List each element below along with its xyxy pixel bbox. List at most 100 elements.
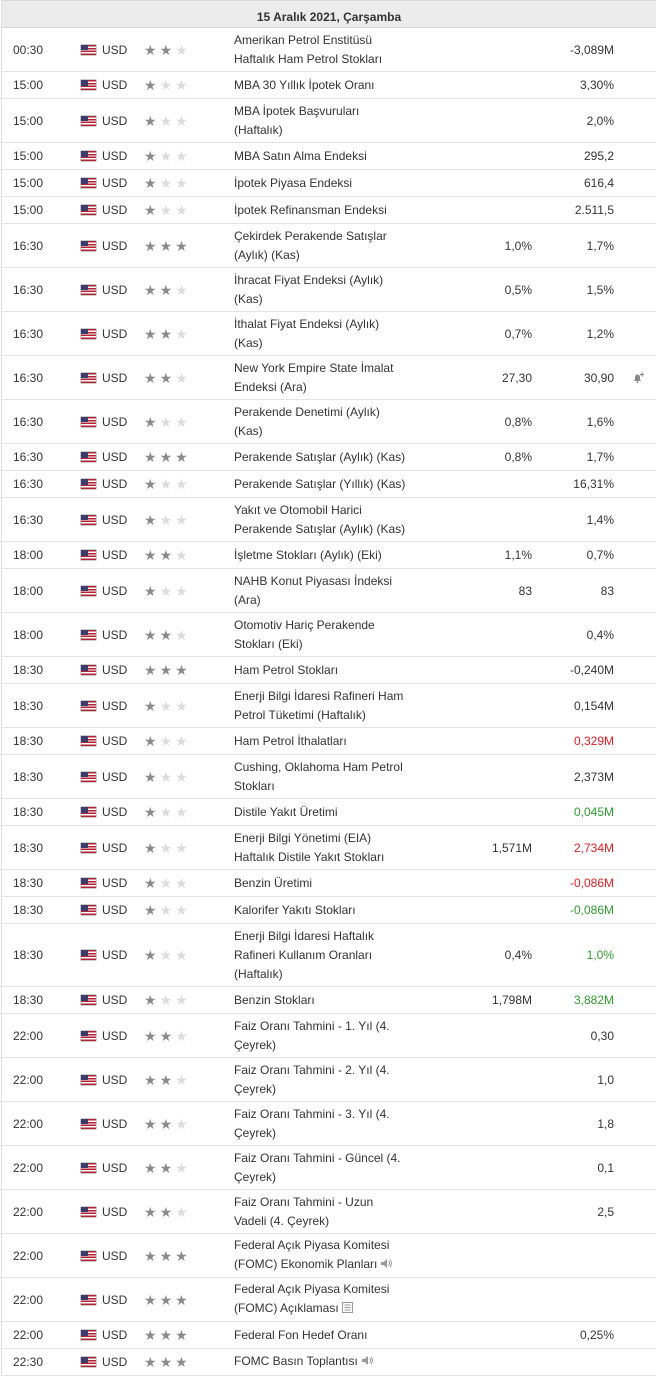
event-name[interactable]: Benzin Stokları: [234, 991, 414, 1010]
event-row[interactable]: 18:30 USD ★★★ Enerji Bilgi İdaresi Haftalık…: [2, 924, 656, 987]
event-name[interactable]: Perakende Denetimi (Aylık) (Kas): [234, 403, 414, 441]
event-name[interactable]: Benzin Üretimi: [234, 874, 414, 893]
event-name[interactable]: Faiz Oranı Tahmini - Uzun Vadeli (4. Çeyr…: [234, 1193, 414, 1231]
event-row[interactable]: 18:30 USD ★★★ Kalorifer Yakıtı Stokları -0,0…: [2, 897, 656, 924]
event-row[interactable]: 16:30 USD ★★★ İthalat Fiyat Endeksi (Aylık)…: [2, 312, 656, 356]
star-empty-icon: ★: [175, 582, 191, 599]
forecast-value: 0,4%: [504, 948, 532, 962]
event-time: 16:30: [13, 238, 44, 253]
actual-value: 1,0%: [586, 948, 614, 962]
importance-stars: ★★★: [144, 547, 191, 563]
currency-code: USD: [102, 663, 128, 677]
speaker-icon[interactable]: [380, 1256, 393, 1275]
event-row[interactable]: 16:30 USD ★★★ Perakende Satışlar (Yıllık) (…: [2, 471, 656, 498]
event-row[interactable]: 16:30 USD ★★★ Çekirdek Perakende Satışlar (A…: [2, 224, 656, 268]
event-name[interactable]: Çekirdek Perakende Satışlar (Aylık) (Kas): [234, 227, 414, 265]
event-name[interactable]: Enerji Bilgi Yönetimi (EIA) Haftalık Dist…: [234, 829, 414, 867]
star-filled-icon: ★: [144, 1247, 160, 1264]
add-alert-bell-icon[interactable]: [631, 371, 645, 385]
event-name[interactable]: Faiz Oranı Tahmini - Güncel (4. Çeyrek): [234, 1149, 414, 1187]
event-name[interactable]: Otomotiv Hariç Perakende Stokları (Eki): [234, 616, 414, 654]
event-row[interactable]: 18:30 USD ★★★ Benzin Üretimi -0,086M: [2, 870, 656, 897]
event-row[interactable]: 18:00 USD ★★★ İşletme Stokları (Aylık) (Eki…: [2, 542, 656, 569]
event-row[interactable]: 22:00 USD ★★★ Federal Açık Piyasa Komitesi(…: [2, 1234, 656, 1278]
event-name-line: (FOMC) Ekonomik Planları: [234, 1255, 414, 1274]
event-name[interactable]: Kalorifer Yakıtı Stokları: [234, 901, 414, 920]
us-flag-icon: [81, 1162, 96, 1173]
event-row[interactable]: 15:00 USD ★★★ MBA Satın Alma Endeksi 295,2: [2, 143, 656, 170]
event-name[interactable]: Enerji Bilgi İdaresi Rafineri Ham Petrol …: [234, 687, 414, 725]
event-row[interactable]: 16:30 USD ★★★ Yakıt ve Otomobil Harici Perak…: [2, 498, 656, 542]
star-empty-icon: ★: [159, 582, 176, 599]
event-row[interactable]: 22:30 USD ★★★ FOMC Basın Toplantısı: [2, 1349, 656, 1376]
event-name[interactable]: İthalat Fiyat Endeksi (Aylık) (Kas): [234, 315, 414, 353]
event-name[interactable]: İpotek Piyasa Endeksi: [234, 174, 414, 193]
event-name[interactable]: Faiz Oranı Tahmini - 1. Yıl (4. Çeyrek): [234, 1017, 414, 1055]
event-name[interactable]: FOMC Basın Toplantısı: [234, 1352, 414, 1371]
star-filled-icon: ★: [159, 325, 176, 342]
event-row[interactable]: 22:00 USD ★★★ Faiz Oranı Tahmini - 1. Yıl (…: [2, 1014, 656, 1058]
event-row[interactable]: 16:30 USD ★★★ Perakende Satışlar (Aylık) (K…: [2, 444, 656, 471]
currency-code: USD: [102, 548, 128, 562]
event-row[interactable]: 15:00 USD ★★★ MBA 30 Yıllık İpotek Oranı 3,3…: [2, 72, 656, 99]
event-row[interactable]: 16:30 USD ★★★ Perakende Denetimi (Aylık) (Ka…: [2, 400, 656, 444]
event-row[interactable]: 18:30 USD ★★★ Ham Petrol Stokları -0,240M: [2, 657, 656, 684]
event-row[interactable]: 18:30 USD ★★★ Cushing, Oklahoma Ham Petrol S…: [2, 755, 656, 799]
event-name[interactable]: Cushing, Oklahoma Ham Petrol Stokları: [234, 758, 414, 796]
event-name[interactable]: Amerikan Petrol Enstitüsü Haftalık Ham Pe…: [234, 31, 414, 69]
event-name[interactable]: MBA Satın Alma Endeksi: [234, 147, 414, 166]
event-row[interactable]: 18:30 USD ★★★ Distile Yakıt Üretimi 0,045M: [2, 799, 656, 826]
event-name[interactable]: Enerji Bilgi İdaresi Haftalık Rafineri Ku…: [234, 927, 414, 984]
event-name[interactable]: Ham Petrol Stokları: [234, 661, 414, 680]
event-row[interactable]: 15:00 USD ★★★ MBA İpotek Başvuruları (Haftal…: [2, 99, 656, 143]
document-icon[interactable]: [341, 1300, 353, 1319]
event-time: 22:00: [13, 1028, 44, 1043]
event-name[interactable]: MBA İpotek Başvuruları (Haftalık): [234, 102, 414, 140]
event-name[interactable]: Federal Fon Hedef Oranı: [234, 1326, 414, 1345]
event-row[interactable]: 22:00 USD ★★★ Faiz Oranı Tahmini - Güncel (…: [2, 1146, 656, 1190]
event-name[interactable]: Perakende Satışlar (Yıllık) (Kas): [234, 475, 414, 494]
event-row[interactable]: 22:00 USD ★★★ Federal Açık Piyasa Komitesi(…: [2, 1278, 656, 1322]
event-name[interactable]: MBA 30 Yıllık İpotek Oranı: [234, 76, 414, 95]
speaker-icon[interactable]: [361, 1353, 373, 1372]
currency-code: USD: [102, 370, 128, 385]
event-name[interactable]: Faiz Oranı Tahmini - 3. Yıl (4. Çeyrek): [234, 1105, 414, 1143]
star-empty-icon: ★: [175, 626, 191, 643]
us-flag-icon: [81, 1074, 96, 1085]
event-name[interactable]: NAHB Konut Piyasası İndeksi (Ara): [234, 572, 414, 610]
event-name[interactable]: Faiz Oranı Tahmini - 2. Yıl (4. Çeyrek): [234, 1061, 414, 1099]
event-row[interactable]: 16:30 USD ★★★ New York Empire State İmalat E…: [2, 356, 656, 400]
event-row[interactable]: 16:30 USD ★★★ İhracat Fiyat Endeksi (Aylık)…: [2, 268, 656, 312]
event-row[interactable]: 18:00 USD ★★★ Otomotiv Hariç Perakende Stokl…: [2, 613, 656, 657]
event-row[interactable]: 22:00 USD ★★★ Faiz Oranı Tahmini - Uzun Vade…: [2, 1190, 656, 1234]
event-name-line: Enerji Bilgi İdaresi Rafineri Ham: [234, 688, 404, 703]
event-name[interactable]: Perakende Satışlar (Aylık) (Kas): [234, 448, 414, 467]
event-name[interactable]: Ham Petrol İthalatları: [234, 732, 414, 751]
event-name[interactable]: Yakıt ve Otomobil Harici Perakende Satışl…: [234, 501, 414, 539]
us-flag-icon: [81, 771, 96, 782]
event-name-line: İhracat Fiyat Endeksi (Aylık): [234, 272, 384, 287]
event-name[interactable]: New York Empire State İmalat Endeksi (Ara…: [234, 359, 414, 397]
event-row[interactable]: 18:30 USD ★★★ Ham Petrol İthalatları 0,329M: [2, 728, 656, 755]
event-row[interactable]: 18:00 USD ★★★ NAHB Konut Piyasası İndeksi (A…: [2, 569, 656, 613]
event-name[interactable]: İpotek Refinansman Endeksi: [234, 201, 414, 220]
star-filled-icon: ★: [175, 237, 191, 254]
event-row[interactable]: 18:30 USD ★★★ Benzin Stokları 1,798M 3,882M: [2, 987, 656, 1014]
event-name[interactable]: Federal Açık Piyasa Komitesi (FOMC) Açıkl…: [234, 1280, 414, 1318]
event-row[interactable]: 18:30 USD ★★★ Enerji Bilgi İdaresi Rafineri…: [2, 684, 656, 728]
event-name[interactable]: Distile Yakıt Üretimi: [234, 803, 414, 822]
star-filled-icon: ★: [144, 369, 160, 386]
event-row[interactable]: 15:00 USD ★★★ İpotek Piyasa Endeksi 616,4: [2, 170, 656, 197]
event-row[interactable]: 18:30 USD ★★★ Enerji Bilgi Yönetimi (EIA) Ha…: [2, 826, 656, 870]
event-row[interactable]: 15:00 USD ★★★ İpotek Refinansman Endeksi 2.5…: [2, 197, 656, 224]
event-name[interactable]: İşletme Stokları (Aylık) (Eki): [234, 546, 414, 565]
event-name[interactable]: İhracat Fiyat Endeksi (Aylık) (Kas): [234, 271, 414, 309]
event-row[interactable]: 00:30 USD ★★★ Amerikan Petrol Enstitüsü Haft…: [2, 28, 656, 72]
event-row[interactable]: 22:00 USD ★★★ Faiz Oranı Tahmini - 2. Yıl (…: [2, 1058, 656, 1102]
importance-stars: ★★★: [144, 769, 191, 785]
star-filled-icon: ★: [159, 1071, 176, 1088]
event-name[interactable]: Federal Açık Piyasa Komitesi (FOMC) Ekono…: [234, 1236, 414, 1274]
event-row[interactable]: 22:00 USD ★★★ Federal Fon Hedef Oranı 0,25%: [2, 1322, 656, 1349]
star-filled-icon: ★: [144, 804, 160, 820]
event-row[interactable]: 22:00 USD ★★★ Faiz Oranı Tahmini - 3. Yıl (…: [2, 1102, 656, 1146]
